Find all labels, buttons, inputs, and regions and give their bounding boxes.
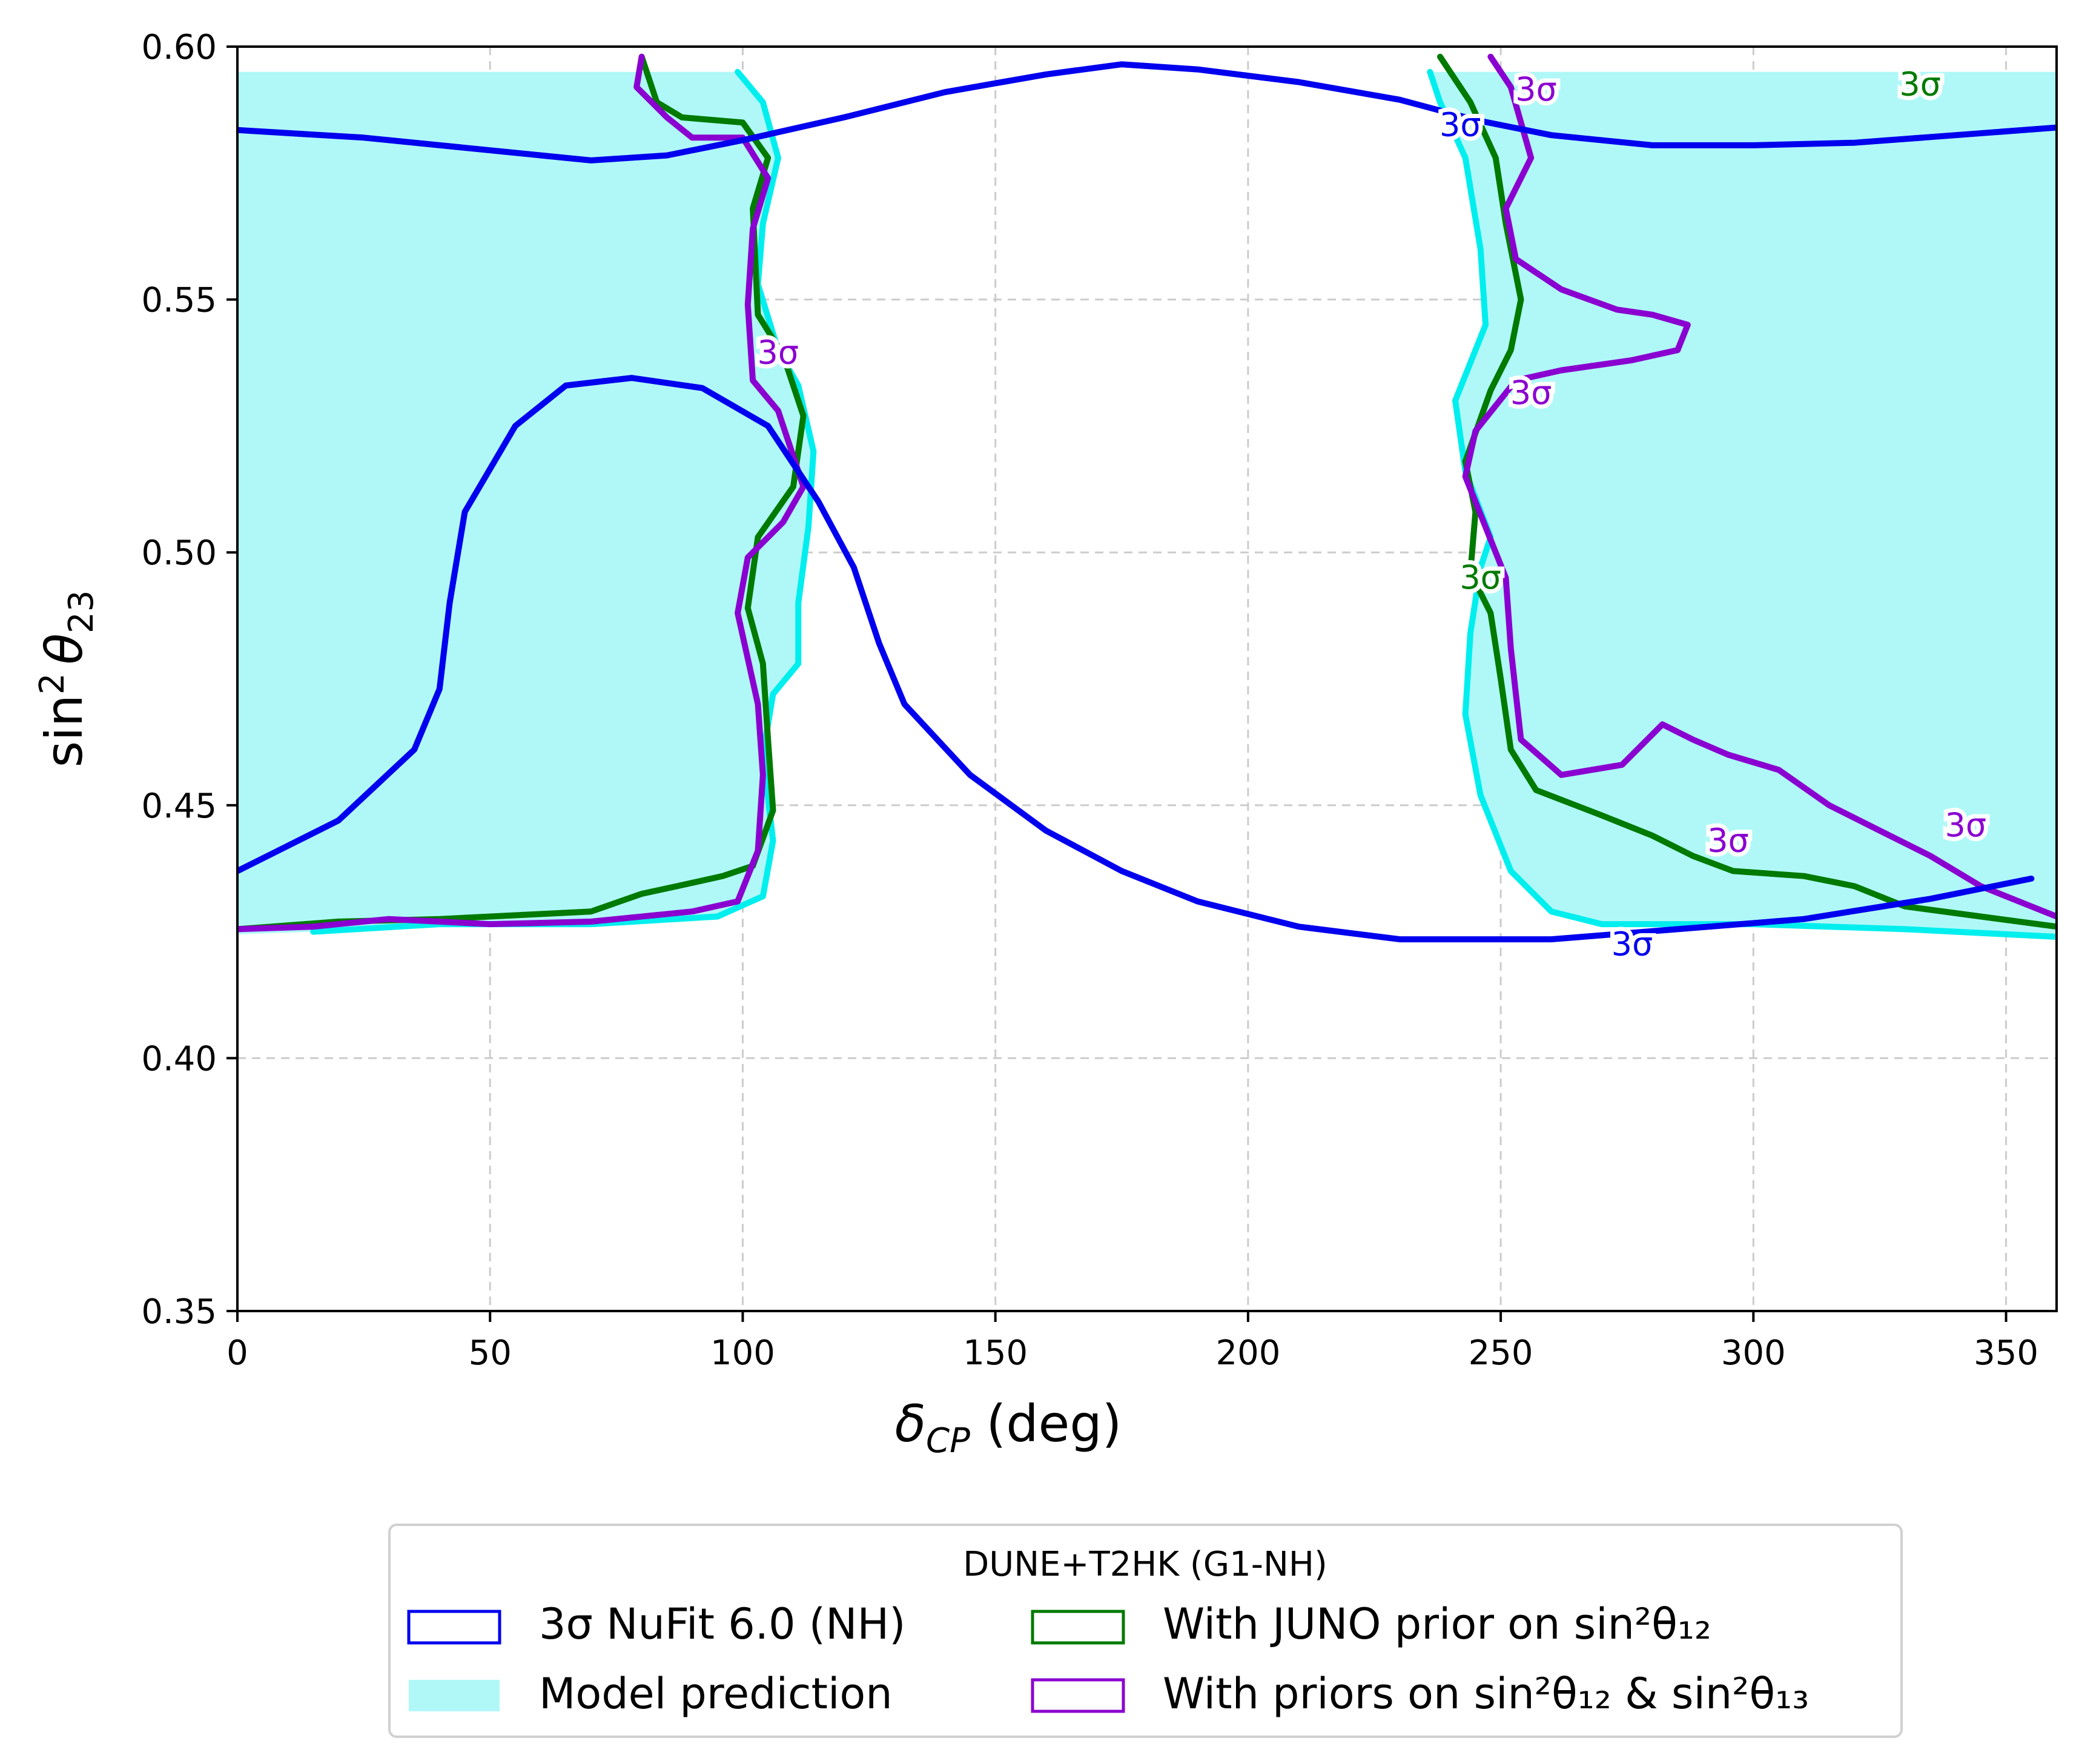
legend-label-juno: With JUNO prior on sin²θ₁₂ (1163, 1599, 1711, 1649)
legend-box (388, 1524, 1903, 1738)
contour-labels: 3σ 3σ 3σ 3σ 3σ 3σ 3σ 3σ 3σ (753, 61, 1991, 968)
legend-item-model: Model prediction (409, 1669, 893, 1719)
model-edge-left (310, 68, 817, 935)
contour-series (237, 53, 2057, 943)
contour-label: 3σ (1515, 70, 1557, 108)
legend-swatch-model (409, 1680, 500, 1711)
priors-contour-right (1462, 53, 2057, 920)
y-tick-label: 0.50 (141, 533, 217, 573)
x-tick-label: 350 (1974, 1333, 2038, 1373)
model-region-left (237, 71, 814, 934)
axis-ticks: 0 50 100 150 200 250 300 350 0.35 0.40 0.45 0.50 0.5… (141, 28, 2038, 1373)
plot-frame (236, 45, 2058, 1312)
y-tick-label: 0.60 (141, 28, 217, 67)
juno-contour-left (237, 53, 807, 933)
x-axis-label: δCP (deg) (895, 1394, 1122, 1461)
legend-item-priors: With priors on sin²θ₁₂ & sin²θ₁₃ (1031, 1669, 1809, 1719)
x-tick-label: 300 (1721, 1333, 1786, 1373)
legend-item-nufit: 3σ NuFit 6.0 (NH) (407, 1599, 905, 1649)
legend-swatch-juno (1031, 1610, 1125, 1645)
y-axis-label: sin2θ23 (33, 590, 101, 768)
contour-label: 3σ (1459, 558, 1501, 596)
legend-swatch-priors (1031, 1678, 1125, 1713)
legend-label-model: Model prediction (539, 1669, 893, 1719)
legend-label-nufit: 3σ NuFit 6.0 (NH) (539, 1599, 905, 1649)
legend-swatch-nufit (407, 1610, 501, 1645)
x-tick-label: 150 (963, 1333, 1028, 1373)
x-tick-label: 100 (710, 1333, 775, 1373)
priors-contour-left (237, 53, 807, 933)
contour-label: 3σ (1439, 105, 1481, 144)
x-tick-label: 50 (469, 1333, 512, 1373)
model-region-right (1430, 71, 2057, 937)
contour-label: 3σ (1707, 821, 1749, 859)
contour-label: 3σ (1945, 806, 1987, 844)
nufit-contour-lower (237, 375, 2035, 943)
legend-label-priors: With priors on sin²θ₁₂ & sin²θ₁₃ (1163, 1669, 1809, 1719)
x-tick-label: 0 (226, 1333, 248, 1373)
model-edge-right (1427, 68, 2057, 940)
contour-label: 3σ (1899, 65, 1941, 104)
nufit-contour-upper (237, 61, 2057, 164)
y-tick-label: 0.45 (141, 787, 217, 826)
legend-title: DUNE+T2HK (G1-NH) (963, 1545, 1327, 1584)
legend-item-juno: With JUNO prior on sin²θ₁₂ (1031, 1599, 1711, 1649)
contour-label: 3σ (1611, 925, 1653, 963)
y-tick-label: 0.35 (141, 1292, 217, 1332)
y-tick-label: 0.40 (141, 1039, 217, 1079)
legend: DUNE+T2HK (G1-NH) 3σ NuFit 6.0 (NH) Mode… (388, 1524, 1903, 1738)
x-tick-label: 200 (1215, 1333, 1280, 1373)
y-tick-label: 0.55 (141, 281, 217, 320)
contour-label: 3σ (758, 333, 799, 371)
juno-contour-right (1437, 53, 2057, 930)
x-tick-label: 250 (1469, 1333, 1533, 1373)
contour-label: 3σ (1510, 374, 1552, 412)
